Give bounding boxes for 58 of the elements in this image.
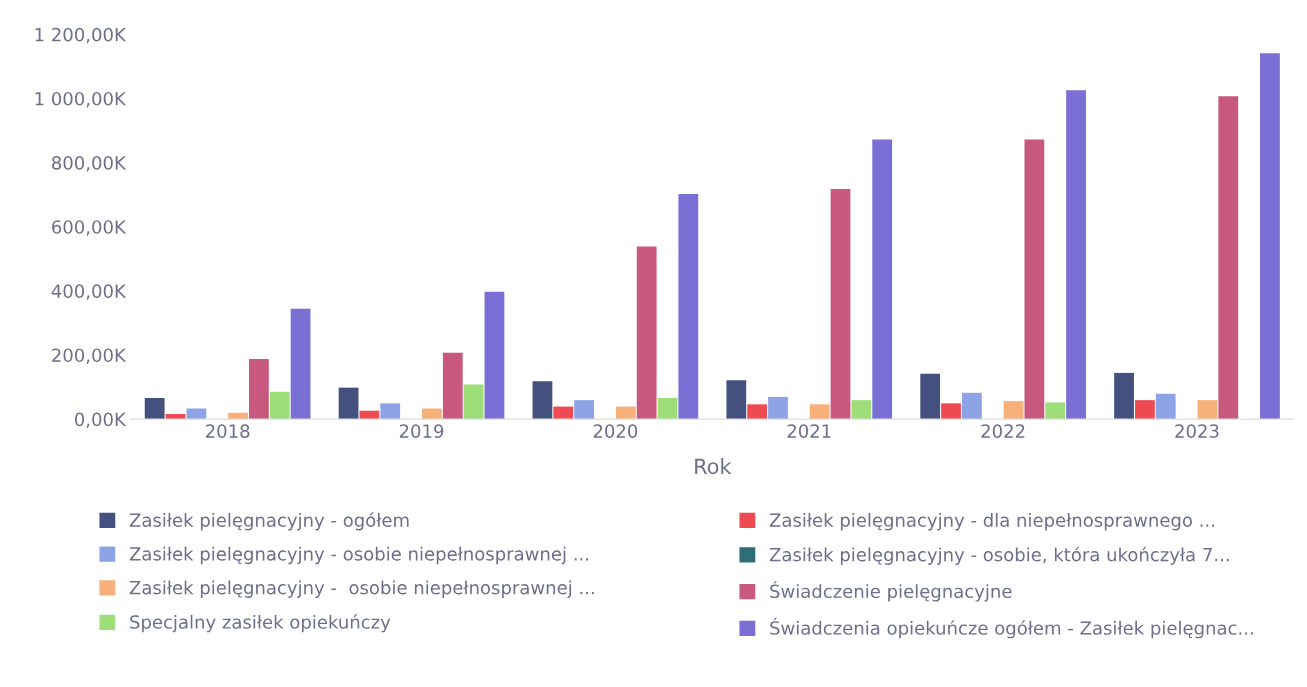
bar [1218,96,1239,420]
y-tick-label: 1 000,00K [35,91,127,108]
bar [961,392,982,420]
bar [1114,372,1134,420]
y-tick-label: 400,00K [51,284,127,300]
bar [1260,53,1280,420]
bar [768,396,788,420]
bar [1003,401,1024,420]
bar [657,397,678,420]
y-tick-label: 800,00K [52,156,127,172]
x-tick-label: 2021 [787,424,831,438]
bar [1155,393,1176,420]
x-tick-label: 2023 [1175,424,1219,438]
legend-label: Zasiłek pielęgnacyjny - ogółem [129,512,409,531]
bar [941,403,961,420]
bar [574,400,595,420]
legend-label: Zasiłek pielęgnacyjny - osobie niepełnosprawnej ... [129,580,594,598]
bar [269,391,290,420]
x-tick-label: 2020 [593,424,638,438]
bar [851,400,872,420]
legend-label: Świadczenia opiekuńcze ogółem - Zasiłek pielęgnac... [770,617,1253,639]
x-tick-label: 2018 [205,424,250,438]
bar [249,359,269,420]
legend-label: Zasiłek pielęgnacyjny - osobie, która ukończyła 7... [769,546,1229,565]
bar [1197,400,1218,420]
bar [830,188,851,420]
bar [290,308,311,420]
bar [422,408,442,420]
bar [484,291,505,420]
y-tick-label: 0,00K [74,412,127,429]
x-tick-label: 2019 [399,424,444,438]
bar [463,384,484,420]
bar [532,381,553,420]
bar [380,403,401,420]
bar [338,387,359,420]
bar [636,246,657,420]
bar [1066,90,1086,420]
bar [920,373,941,420]
bar [809,404,830,420]
bar [678,194,699,420]
x-axis-title: Rok [695,458,732,475]
x-tick-label: 2022 [981,424,1025,438]
bar [1134,400,1155,420]
legend-label: Zasiłek pielęgnacyjny - osobie niepełnosprawnej ... [129,546,588,565]
legend-label: Specjalny zasiłek opiekuńczy [130,614,391,633]
bar [144,397,165,420]
y-tick-label: 1 200,00K [35,27,127,44]
y-tick-label: 200,00K [52,348,127,364]
bar [872,139,893,420]
legend-label: Zasiłek pielęgnacyjny - dla niepełnosprawnego ... [769,512,1214,531]
bar [186,408,207,420]
bar [747,404,768,420]
bar [1024,139,1045,420]
bar [442,352,463,420]
bar [726,380,747,420]
bar [1045,402,1066,420]
legend-label: Świadczenie pielęgnacyjne [770,581,1012,602]
y-tick-label: 600,00K [52,220,127,236]
